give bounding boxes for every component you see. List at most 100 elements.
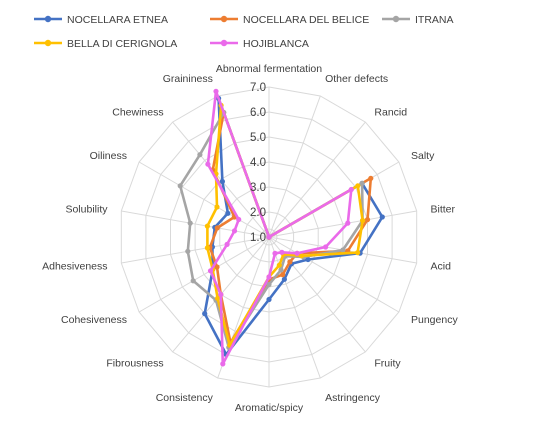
data-point	[287, 259, 293, 265]
legend-swatch-marker	[220, 15, 228, 23]
data-point	[204, 223, 210, 229]
axis-label: Oiliness	[90, 150, 127, 162]
data-point	[215, 295, 221, 301]
data-point	[236, 216, 242, 223]
data-point	[218, 291, 224, 298]
spoke	[138, 236, 270, 313]
data-point	[364, 217, 371, 223]
spoke	[268, 95, 321, 238]
data-point	[360, 217, 366, 224]
data-point	[266, 274, 272, 280]
tick-label: 1.0	[250, 232, 266, 244]
legend-item: ITRANA	[382, 14, 454, 26]
data-point	[305, 256, 311, 263]
series-hojiblanca	[205, 88, 354, 367]
data-point	[225, 210, 231, 216]
axis-label: Fruity	[374, 358, 401, 370]
spoke	[138, 161, 270, 238]
data-point	[190, 278, 196, 284]
spoke	[268, 210, 417, 238]
tick-label: 7.0	[250, 82, 266, 94]
spoke	[121, 236, 270, 264]
data-point	[355, 183, 361, 189]
data-point	[359, 180, 365, 186]
data-point	[266, 296, 272, 303]
data-point	[231, 228, 238, 234]
legend-item: HOJIBLANCA	[210, 38, 309, 50]
axis-label: Solubility	[65, 204, 108, 216]
tick-label: 6.0	[250, 107, 266, 119]
data-point	[266, 281, 272, 288]
data-point	[220, 361, 226, 367]
data-point	[202, 311, 208, 317]
tick-labels: 1.0 2.0 3.0 4.0 5.0 6.0 7.0	[250, 82, 266, 244]
axis-label: Astringency	[325, 392, 381, 404]
series-nocellara-del-belice	[207, 109, 374, 346]
data-point	[298, 253, 305, 259]
data-point	[204, 245, 210, 251]
tick-label: 5.0	[250, 132, 266, 144]
legend-label: ITRANA	[415, 14, 454, 26]
tick-label: 3.0	[250, 182, 266, 194]
legend: NOCELLARA ETNEA NOCELLARA DEL BELICE ITRAN…	[34, 14, 454, 50]
data-point	[280, 272, 286, 278]
data-point	[340, 247, 346, 253]
data-point	[266, 234, 272, 240]
spoke	[268, 121, 366, 238]
data-point	[345, 220, 351, 226]
data-point	[214, 264, 220, 270]
data-point	[323, 244, 329, 250]
axis-label: Chewiness	[112, 106, 163, 118]
legend-label: HOJIBLANCA	[243, 38, 309, 50]
legend-item: NOCELLARA ETNEA	[34, 14, 168, 26]
data-point	[197, 152, 203, 158]
legend-item: NOCELLARA DEL BELICE	[210, 14, 369, 26]
data-point	[219, 178, 225, 185]
data-point	[224, 241, 230, 247]
legend-swatch-marker	[392, 15, 400, 23]
legend-label: BELLA DI CERIGNOLA	[67, 38, 177, 50]
axis-label: Cohesiveness	[61, 314, 127, 326]
axis-label: Other defects	[325, 73, 388, 85]
axis-label: Fibrousness	[106, 358, 163, 370]
axis-label: Adhesiveness	[42, 261, 107, 273]
data-point	[272, 250, 278, 256]
series-line	[206, 90, 353, 366]
data-point	[278, 267, 284, 273]
data-point	[214, 225, 220, 231]
tick-label: 4.0	[250, 157, 266, 169]
legend-label: NOCELLARA ETNEA	[67, 14, 168, 26]
axis-label: Bitter	[431, 204, 456, 216]
data-point	[276, 262, 282, 268]
data-point	[281, 276, 287, 282]
spoke	[121, 210, 270, 238]
data-point	[177, 183, 183, 189]
data-point	[368, 175, 374, 181]
data-point	[214, 204, 220, 210]
data-point	[205, 161, 211, 167]
data-point	[379, 214, 385, 220]
spoke	[268, 236, 321, 379]
legend-label: NOCELLARA DEL BELICE	[243, 14, 369, 26]
data-point	[294, 250, 300, 256]
series-group	[177, 88, 385, 367]
legend-item: BELLA DI CERIGNOLA	[34, 38, 177, 50]
axis-label: Rancid	[374, 106, 407, 118]
tick-label: 2.0	[250, 207, 266, 219]
data-point	[207, 268, 214, 274]
legend-swatch-marker	[44, 39, 52, 47]
axis-label: Aromatic/spicy	[235, 402, 304, 414]
data-point	[279, 249, 285, 255]
axis-label: Abnormal fermentation	[216, 63, 322, 75]
axis-label: Pungency	[411, 314, 458, 326]
legend-swatch-marker	[44, 15, 52, 23]
data-point	[185, 248, 191, 254]
axis-label: Salty	[411, 150, 435, 162]
data-point	[355, 250, 361, 256]
axis-label: Graininess	[163, 73, 213, 85]
axis-label: Acid	[431, 261, 452, 273]
data-point	[213, 88, 219, 94]
spoke	[268, 236, 400, 313]
